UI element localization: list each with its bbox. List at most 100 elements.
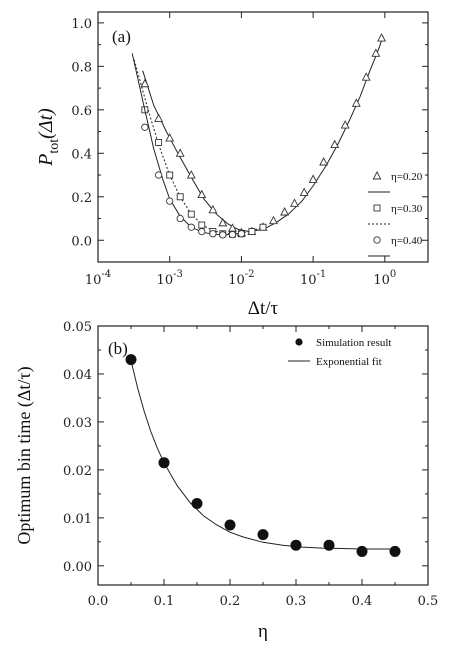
simulation-point <box>224 519 236 531</box>
circle-marker <box>209 230 217 238</box>
simulation-point <box>389 545 401 557</box>
circle-marker <box>141 123 149 131</box>
circle-marker <box>228 230 237 239</box>
triangle-marker <box>308 174 318 183</box>
legend-label-a: η=0.30 <box>391 203 423 215</box>
x-tick-label-b: 0.0 <box>88 594 109 609</box>
circle-marker <box>219 231 227 239</box>
legend-label-a: η=0.40 <box>391 235 423 247</box>
triangle-marker <box>299 187 309 196</box>
triangle-marker <box>208 204 218 214</box>
x-tick-base-a: 10 <box>228 273 245 288</box>
circle-marker <box>176 214 184 223</box>
fit-curve-circle <box>131 53 239 236</box>
triangle-marker <box>361 72 371 81</box>
simulation-point <box>191 497 203 509</box>
y-tick-label-b: 0.02 <box>63 464 92 479</box>
circle-marker <box>166 197 174 205</box>
y-tick-label-b: 0.03 <box>63 416 92 431</box>
legend-label-simulation: Simulation result <box>316 337 391 349</box>
triangle-marker <box>319 157 329 166</box>
triangle-marker <box>154 113 164 122</box>
x-tick-label-a: 10-3 <box>157 269 183 288</box>
x-tick-label-b: 0.3 <box>286 594 307 609</box>
legend-simulation-marker <box>295 338 303 346</box>
square-marker <box>259 223 267 231</box>
x-tick-exp-a: -4 <box>101 269 111 280</box>
simulation-point <box>158 457 170 469</box>
x-tick-label-b: 0.1 <box>154 594 175 609</box>
panel-label-a: (a) <box>112 27 131 46</box>
triangle-marker <box>280 207 290 216</box>
triangle-marker <box>186 170 196 179</box>
y-tick-label-a: 0.6 <box>71 104 92 119</box>
simulation-point <box>290 539 302 551</box>
y-tick-label-a: 1.0 <box>71 17 92 32</box>
x-tick-base-a: 10 <box>85 273 102 288</box>
y-tick-label-a: 0.2 <box>71 191 92 206</box>
x-tick-label-b: 0.4 <box>352 594 373 609</box>
y-axis-title-arg-a: (Δt) <box>35 108 57 139</box>
triangle-marker <box>351 98 361 107</box>
y-tick-label-a: 0.8 <box>71 60 92 75</box>
square-marker <box>176 193 184 201</box>
panel-a: 0.00.20.40.60.81.010-4 10-3 10-2 10-1 100(a)… <box>35 11 429 319</box>
legend-label-a: η=0.20 <box>391 171 423 183</box>
x-axis-title-b: η <box>258 621 268 642</box>
x-tick-exp-a: -1 <box>317 269 327 280</box>
y-tick-label-b: 0.01 <box>63 512 92 527</box>
x-tick-label-a: 10-2 <box>228 269 254 288</box>
x-tick-label-a: 100 <box>373 269 396 288</box>
circle-marker <box>198 227 206 236</box>
square-marker <box>155 138 163 146</box>
y-tick-label-b: 0.05 <box>63 320 92 335</box>
circle-marker <box>237 230 246 238</box>
x-tick-exp-a: -2 <box>245 269 255 280</box>
x-axis-title-a: Δt/τ <box>248 298 279 319</box>
triangle-marker <box>218 217 228 227</box>
legend-triangle-marker <box>372 171 382 180</box>
triangle-marker <box>377 33 386 42</box>
x-tick-label-b: 0.5 <box>418 594 439 609</box>
triangle-marker <box>165 133 175 142</box>
y-tick-label-b: 0.04 <box>63 368 92 383</box>
x-tick-base-a: 10 <box>157 273 174 288</box>
y-axis-title-b: Optimum bin time (Δt/τ) <box>14 366 35 544</box>
y-tick-label-b: 0.00 <box>63 560 92 575</box>
simulation-point <box>323 539 335 551</box>
x-tick-label-a: 10-4 <box>85 269 111 288</box>
simulation-point <box>356 545 368 557</box>
y-axis-title-sub-a: tot <box>47 139 62 154</box>
triangle-marker <box>269 215 278 225</box>
legend-label-fit: Exponential fit <box>316 356 382 368</box>
y-tick-label-a: 0.0 <box>71 234 92 249</box>
square-marker <box>166 171 174 179</box>
triangle-marker <box>197 189 207 199</box>
triangle-marker <box>175 148 185 157</box>
exponential-fit-line <box>130 360 395 550</box>
y-axis-title-main-a: P <box>35 154 57 167</box>
square-marker <box>198 221 206 229</box>
legend-square-marker <box>373 204 381 212</box>
circle-marker <box>187 223 195 231</box>
triangle-marker <box>330 139 340 149</box>
panel-label-b: (b) <box>108 339 128 358</box>
triangle-marker <box>371 48 381 57</box>
x-tick-exp-a: 0 <box>390 269 396 280</box>
x-tick-base-a: 10 <box>300 273 317 288</box>
y-tick-label-a: 0.4 <box>71 147 92 162</box>
simulation-point <box>257 529 269 541</box>
circle-marker <box>154 171 163 179</box>
x-tick-base-a: 10 <box>373 273 390 288</box>
simulation-point <box>125 354 137 366</box>
y-axis-title-a: Ptot(Δt) <box>35 108 62 167</box>
legend-circle-marker <box>373 236 381 244</box>
triangle-marker <box>290 198 299 207</box>
fit-curve-triangle <box>142 35 384 233</box>
triangle-marker <box>140 78 150 88</box>
x-tick-label-b: 0.2 <box>220 594 241 609</box>
square-marker <box>248 228 256 236</box>
triangle-marker <box>340 120 350 129</box>
x-tick-label-a: 10-1 <box>300 269 326 288</box>
